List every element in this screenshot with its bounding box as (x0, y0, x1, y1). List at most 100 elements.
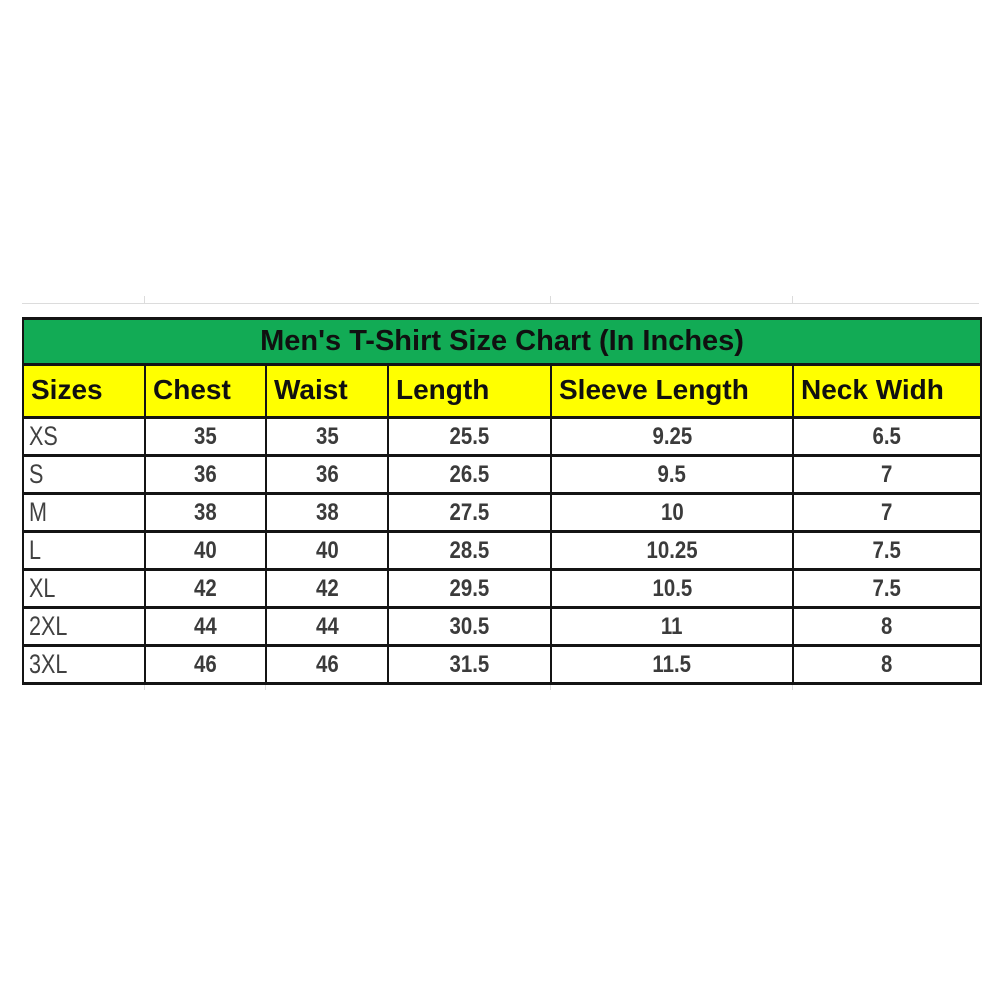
value-cell: 30.5 (387, 606, 552, 647)
chest-value: 35 (194, 422, 217, 450)
size-cell: M (22, 492, 146, 533)
column-header-neck-width: Neck Widh (791, 363, 983, 419)
size-label: XS (29, 421, 58, 451)
value-cell: 8 (791, 644, 983, 685)
column-header-sizes: Sizes (22, 363, 146, 419)
size-cell: XL (22, 568, 146, 609)
size-cell: 3XL (22, 644, 146, 685)
row-m: M 38 38 27.5 10 7 (22, 492, 983, 533)
gridline-artifact (792, 296, 793, 304)
waist-value: 36 (315, 460, 339, 488)
neck-width-value: 7.5 (872, 574, 902, 602)
gridline-artifact (22, 303, 979, 304)
size-cell: XS (22, 416, 146, 457)
value-cell: 7.5 (791, 530, 983, 571)
value-cell: 36 (265, 454, 389, 495)
chest-value: 36 (194, 460, 217, 488)
value-cell: 7.5 (791, 568, 983, 609)
size-label: 3XL (29, 649, 68, 679)
sleeve-length-value: 11 (661, 612, 683, 640)
value-cell: 6.5 (791, 416, 983, 457)
gridline-artifact (550, 296, 551, 304)
sleeve-length-value: 10 (660, 498, 684, 526)
value-cell: 36 (144, 454, 267, 495)
value-cell: 38 (144, 492, 267, 533)
sleeve-length-value: 9.25 (652, 422, 692, 450)
length-value: 29.5 (449, 574, 490, 602)
sleeve-length-value: 10.5 (652, 574, 692, 602)
length-value: 26.5 (449, 460, 490, 488)
value-cell: 46 (265, 644, 389, 685)
value-cell: 31.5 (387, 644, 552, 685)
value-cell: 25.5 (387, 416, 552, 457)
column-header-sleeve-length: Sleeve Length (550, 363, 794, 419)
neck-width-value: 7 (881, 460, 893, 488)
chest-value: 38 (194, 498, 217, 526)
value-cell: 10.5 (550, 568, 794, 609)
row-3xl: 3XL 46 46 31.5 11.5 8 (22, 644, 983, 685)
row-l: L 40 40 28.5 10.25 7.5 (22, 530, 983, 571)
size-cell: L (22, 530, 146, 571)
value-cell: 11.5 (550, 644, 794, 685)
chest-value: 40 (194, 536, 217, 564)
size-cell: 2XL (22, 606, 146, 647)
row-xs: XS 35 35 25.5 9.25 6.5 (22, 416, 983, 457)
sleeve-length-value: 11.5 (652, 650, 692, 678)
value-cell: 42 (265, 568, 389, 609)
row-s: S 36 36 26.5 9.5 7 (22, 454, 983, 495)
header-row: Sizes Chest Waist Length Sleeve Length N… (22, 363, 983, 419)
waist-value: 35 (315, 422, 339, 450)
value-cell: 10.25 (550, 530, 794, 571)
value-cell: 42 (144, 568, 267, 609)
sleeve-length-value: 10.25 (646, 536, 698, 564)
chest-value: 42 (194, 574, 217, 602)
value-cell: 46 (144, 644, 267, 685)
neck-width-value: 8 (881, 612, 893, 640)
chest-value: 46 (194, 650, 217, 678)
neck-width-value: 6.5 (872, 422, 902, 450)
length-value: 31.5 (449, 650, 490, 678)
row-xl: XL 42 42 29.5 10.5 7.5 (22, 568, 983, 609)
waist-value: 40 (315, 536, 339, 564)
length-value: 30.5 (449, 612, 490, 640)
value-cell: 44 (265, 606, 389, 647)
neck-width-value: 7.5 (872, 536, 902, 564)
neck-width-value: 7 (881, 498, 893, 526)
waist-value: 38 (315, 498, 339, 526)
value-cell: 9.25 (550, 416, 794, 457)
waist-value: 46 (315, 650, 339, 678)
value-cell: 35 (144, 416, 267, 457)
value-cell: 7 (791, 454, 983, 495)
value-cell: 35 (265, 416, 389, 457)
value-cell: 7 (791, 492, 983, 533)
size-label: M (29, 497, 47, 527)
value-cell: 9.5 (550, 454, 794, 495)
value-cell: 8 (791, 606, 983, 647)
column-header-length: Length (387, 363, 552, 419)
value-cell: 28.5 (387, 530, 552, 571)
size-label: S (29, 459, 44, 489)
row-2xl: 2XL 44 44 30.5 11 8 (22, 606, 983, 647)
value-cell: 40 (265, 530, 389, 571)
gridline-artifact (144, 296, 145, 304)
length-value: 28.5 (449, 536, 490, 564)
size-label: 2XL (29, 611, 68, 641)
waist-value: 42 (315, 574, 339, 602)
table-title: Men's T-Shirt Size Chart (In Inches) (21, 317, 983, 366)
waist-value: 44 (315, 612, 339, 640)
column-header-waist: Waist (265, 363, 389, 419)
value-cell: 38 (265, 492, 389, 533)
value-cell: 10 (550, 492, 794, 533)
value-cell: 44 (144, 606, 267, 647)
neck-width-value: 8 (881, 650, 893, 678)
value-cell: 29.5 (387, 568, 552, 609)
length-value: 25.5 (449, 422, 490, 450)
size-label: XL (29, 573, 56, 603)
length-value: 27.5 (449, 498, 490, 526)
chest-value: 44 (194, 612, 217, 640)
title-row: Men's T-Shirt Size Chart (In Inches) (21, 317, 983, 366)
column-header-chest: Chest (144, 363, 267, 419)
size-chart-table: Men's T-Shirt Size Chart (In Inches) Siz… (21, 317, 983, 685)
sleeve-length-value: 9.5 (657, 460, 687, 488)
